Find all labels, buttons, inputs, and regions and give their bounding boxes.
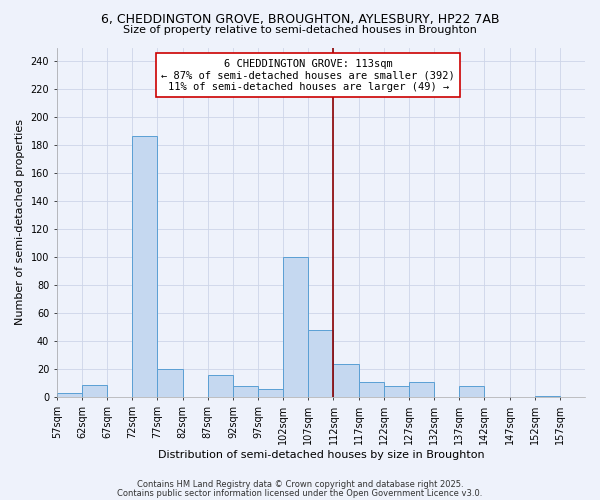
Bar	[208, 375, 233, 398]
Bar	[233, 386, 258, 398]
Bar	[157, 370, 182, 398]
Bar	[535, 396, 560, 398]
Bar	[334, 364, 359, 398]
X-axis label: Distribution of semi-detached houses by size in Broughton: Distribution of semi-detached houses by …	[158, 450, 484, 460]
Text: Contains HM Land Registry data © Crown copyright and database right 2025.: Contains HM Land Registry data © Crown c…	[137, 480, 463, 489]
Bar	[409, 382, 434, 398]
Y-axis label: Number of semi-detached properties: Number of semi-detached properties	[15, 120, 25, 326]
Bar	[82, 385, 107, 398]
Text: 6, CHEDDINGTON GROVE, BROUGHTON, AYLESBURY, HP22 7AB: 6, CHEDDINGTON GROVE, BROUGHTON, AYLESBU…	[101, 12, 499, 26]
Bar	[57, 393, 82, 398]
Bar	[459, 386, 484, 398]
Bar	[258, 389, 283, 398]
Bar	[132, 136, 157, 398]
Text: 6 CHEDDINGTON GROVE: 113sqm
← 87% of semi-detached houses are smaller (392)
11% : 6 CHEDDINGTON GROVE: 113sqm ← 87% of sem…	[161, 58, 455, 92]
Text: Contains public sector information licensed under the Open Government Licence v3: Contains public sector information licen…	[118, 488, 482, 498]
Bar	[308, 330, 334, 398]
Bar	[384, 386, 409, 398]
Bar	[359, 382, 384, 398]
Text: Size of property relative to semi-detached houses in Broughton: Size of property relative to semi-detach…	[123, 25, 477, 35]
Bar	[283, 258, 308, 398]
